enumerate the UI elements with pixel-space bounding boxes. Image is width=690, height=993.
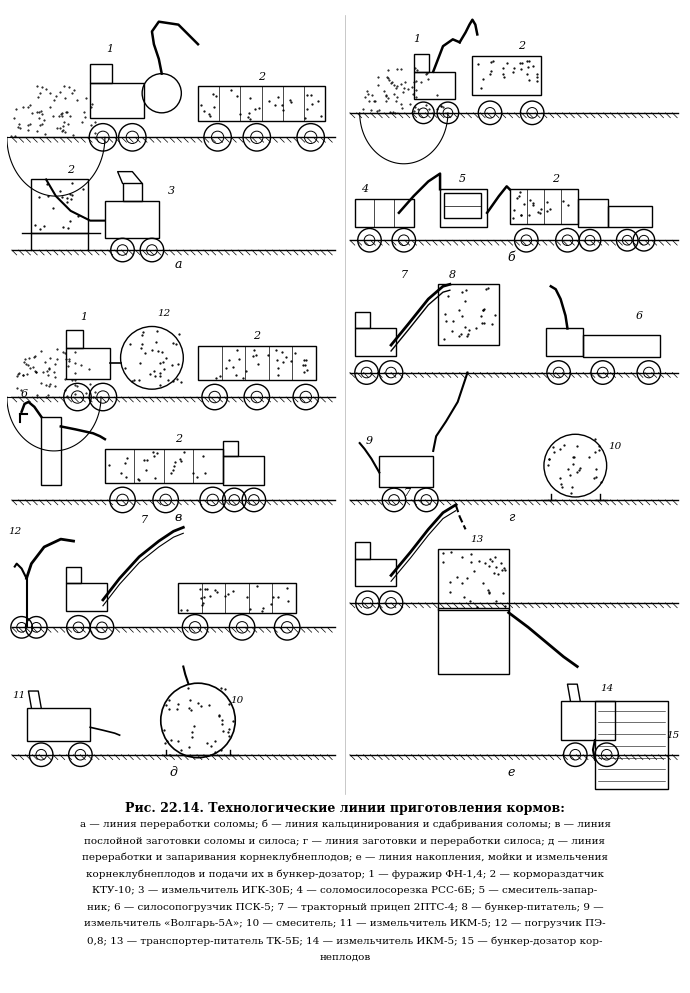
Text: г: г [509,511,515,524]
Text: 7: 7 [141,514,148,524]
Text: 9: 9 [366,436,373,446]
Bar [560,701,615,740]
Text: 2: 2 [175,434,182,444]
Text: переработки и запаривания корнеклубнеплодов; е — линия накопления, мойки и измел: переработки и запаривания корнеклубнепло… [82,853,608,862]
Text: послойной заготовки соломы и силоса; г — линия заготовки и переработки силоса; д: послойной заготовки соломы и силоса; г —… [84,836,606,846]
Bar [105,449,222,484]
Bar [90,83,144,118]
Bar [26,708,90,741]
Bar [578,199,608,226]
Bar [444,194,481,217]
Bar [438,549,509,610]
Bar [595,701,669,789]
Text: 1: 1 [413,35,420,45]
Text: 12: 12 [157,309,170,318]
Text: корнеклубнеплодов и подачи их в бункер-дозатор; 1 — фуражир ФН-1,4; 2 — кормораз: корнеклубнеплодов и подачи их в бункер-д… [86,870,604,879]
Bar [222,441,238,456]
Text: Рис. 22.14. Технологические линии приготовления кормов:: Рис. 22.14. Технологические линии пригот… [125,801,565,815]
Bar [546,329,583,355]
Bar [179,583,296,613]
Text: 13: 13 [471,534,484,543]
Text: 10: 10 [608,442,621,451]
Text: 6: 6 [635,311,642,321]
Bar [66,348,110,379]
Text: 0,8; 13 — транспортер-питатель ТК-5Б; 14 — измельчитель ИКМ-5; 15 — бункер-дозат: 0,8; 13 — транспортер-питатель ТК-5Б; 14… [87,936,603,945]
Bar [440,190,487,226]
Text: 2: 2 [518,41,525,52]
Text: 2: 2 [253,332,260,342]
Text: 10: 10 [230,696,244,705]
Bar [438,608,509,674]
Bar [198,86,326,121]
Text: измельчитель «Волгарь-5А»; 10 — смеситель; 11 — измельчитель ИКМ-5; 12 — погрузч: измельчитель «Волгарь-5А»; 10 — смесител… [84,920,606,928]
Bar [510,190,578,223]
Text: 7: 7 [403,489,411,498]
Bar [66,331,83,348]
Text: ник; 6 — силосопогрузчик ПСК-5; 7 — тракторный прицеп 2ПТС-4; 8 — бункер-питател: ник; 6 — силосопогрузчик ПСК-5; 7 — трак… [87,903,603,913]
Text: 2: 2 [552,175,560,185]
Bar [355,542,371,559]
Text: 5: 5 [459,175,466,185]
Text: е: е [508,766,515,779]
Bar [473,56,541,95]
Text: в: в [175,511,182,524]
Text: 14: 14 [600,683,613,692]
Text: 7: 7 [400,269,407,280]
Text: д: д [170,766,177,779]
Bar [355,559,396,586]
Text: 6: 6 [21,389,28,399]
Bar [198,347,315,380]
Text: 3: 3 [168,187,175,197]
Bar [32,180,88,233]
Text: б: б [508,251,515,264]
Text: 2: 2 [258,71,265,81]
Bar [355,199,413,226]
Bar [222,456,264,486]
Bar [123,184,142,201]
Bar [90,64,112,83]
Text: 4: 4 [361,185,368,195]
Bar [608,206,652,227]
Bar [355,329,396,355]
Text: 1: 1 [106,44,113,55]
Text: 8: 8 [449,269,456,280]
Text: 1: 1 [80,312,87,322]
Bar [413,71,455,99]
Bar [413,54,429,71]
Text: 12: 12 [8,527,21,536]
Bar [380,456,433,488]
Text: 15: 15 [667,731,680,740]
Text: неплодов: неплодов [319,952,371,961]
Text: 11: 11 [12,691,26,700]
Text: 2: 2 [67,165,74,175]
Text: КТУ-10; 3 — измельчитель ИГК-30Б; 4 — соломосилосорезка РСС-6Б; 5 — смеситель-за: КТУ-10; 3 — измельчитель ИГК-30Б; 4 — со… [92,886,598,895]
Bar [583,336,660,356]
Bar [66,583,107,611]
Text: а — линия переработки соломы; б — линия кальцинирования и сдабривания соломы; в : а — линия переработки соломы; б — линия … [79,819,611,829]
Bar [105,201,159,238]
Bar [41,417,61,486]
Bar [438,284,499,346]
Text: а: а [175,258,182,271]
Bar [355,312,371,329]
Bar [66,567,81,583]
